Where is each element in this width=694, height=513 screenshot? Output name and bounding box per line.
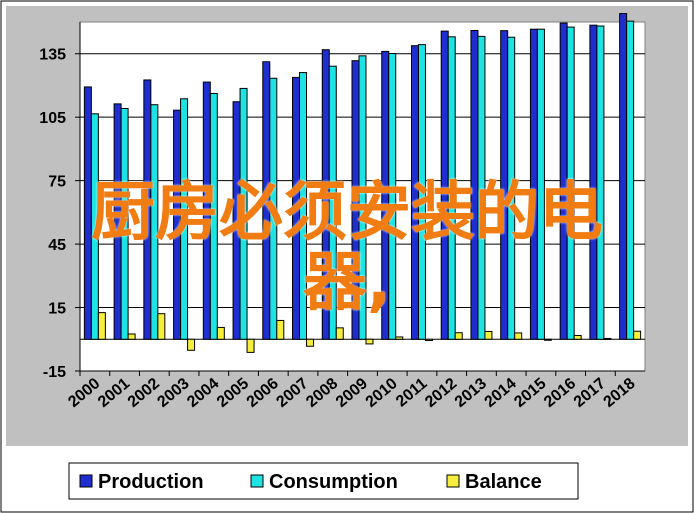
bar-consumption-2002 bbox=[150, 104, 159, 340]
y-tick-label: 15 bbox=[48, 301, 66, 318]
bar-consumption-2011 bbox=[417, 44, 426, 340]
bar-consumption-2000 bbox=[90, 113, 99, 340]
bar-balance-2015 bbox=[543, 338, 552, 341]
bar-balance-2003 bbox=[187, 338, 196, 351]
overlay-caption-line2: 器, bbox=[302, 246, 392, 320]
bar-balance-2006 bbox=[276, 319, 285, 340]
y-tick-label: -15 bbox=[43, 364, 66, 381]
bar-balance-2005 bbox=[246, 338, 255, 353]
y-tick-label: 45 bbox=[48, 237, 66, 254]
bar-balance-2010 bbox=[395, 336, 404, 340]
bar-consumption-2007 bbox=[299, 72, 308, 340]
bar-consumption-2006 bbox=[269, 77, 278, 340]
y-tick-label: 75 bbox=[48, 174, 66, 191]
bar-balance-2014 bbox=[514, 332, 523, 340]
legend: Production Consumption Balance bbox=[68, 462, 579, 500]
bar-balance-2008 bbox=[335, 327, 344, 340]
bar-consumption-2003 bbox=[180, 98, 189, 340]
bar-balance-2017 bbox=[603, 337, 612, 340]
bar-balance-2004 bbox=[216, 326, 225, 340]
y-tick-label: 105 bbox=[39, 110, 66, 127]
bar-balance-2018 bbox=[633, 330, 642, 340]
bar-consumption-2012 bbox=[447, 36, 456, 340]
bar-consumption-2001 bbox=[120, 108, 129, 340]
bar-consumption-2017 bbox=[596, 25, 605, 340]
plot-layer: -151545751051352000200120022003200420052… bbox=[39, 13, 646, 411]
bar-balance-2001 bbox=[127, 333, 136, 340]
legend-swatch-balance bbox=[446, 474, 460, 488]
bar-consumption-2009 bbox=[358, 55, 367, 340]
bar-consumption-2016 bbox=[566, 26, 575, 340]
bar-consumption-2008 bbox=[328, 65, 337, 340]
bar-consumption-2010 bbox=[388, 53, 397, 340]
legend-label-balance: Balance bbox=[465, 471, 542, 493]
bar-consumption-2015 bbox=[536, 28, 545, 340]
legend-label-production: Production bbox=[98, 471, 204, 493]
bar-consumption-2018 bbox=[626, 20, 635, 340]
bar-balance-2012 bbox=[454, 332, 463, 340]
bar-consumption-2004 bbox=[209, 92, 218, 340]
overlay-caption-line1: 厨房必须安装的电 bbox=[91, 176, 603, 250]
bar-consumption-2013 bbox=[477, 35, 486, 340]
legend-label-consumption: Consumption bbox=[269, 471, 398, 493]
bar-balance-2013 bbox=[484, 330, 493, 340]
y-tick-label: 135 bbox=[39, 47, 66, 64]
legend-swatch-production bbox=[79, 474, 93, 488]
bar-balance-2016 bbox=[573, 334, 582, 340]
bar-consumption-2005 bbox=[239, 87, 248, 340]
bar-balance-2000 bbox=[97, 312, 106, 340]
legend-swatch-consumption bbox=[250, 474, 264, 488]
legend-box bbox=[68, 462, 579, 500]
bar-balance-2011 bbox=[424, 338, 433, 342]
bar-balance-2009 bbox=[365, 338, 374, 345]
bar-balance-2007 bbox=[306, 338, 315, 347]
overlay-caption: 厨房必须安装的电 器, bbox=[0, 178, 694, 318]
bar-consumption-2014 bbox=[507, 36, 516, 340]
bar-balance-2002 bbox=[157, 313, 166, 340]
